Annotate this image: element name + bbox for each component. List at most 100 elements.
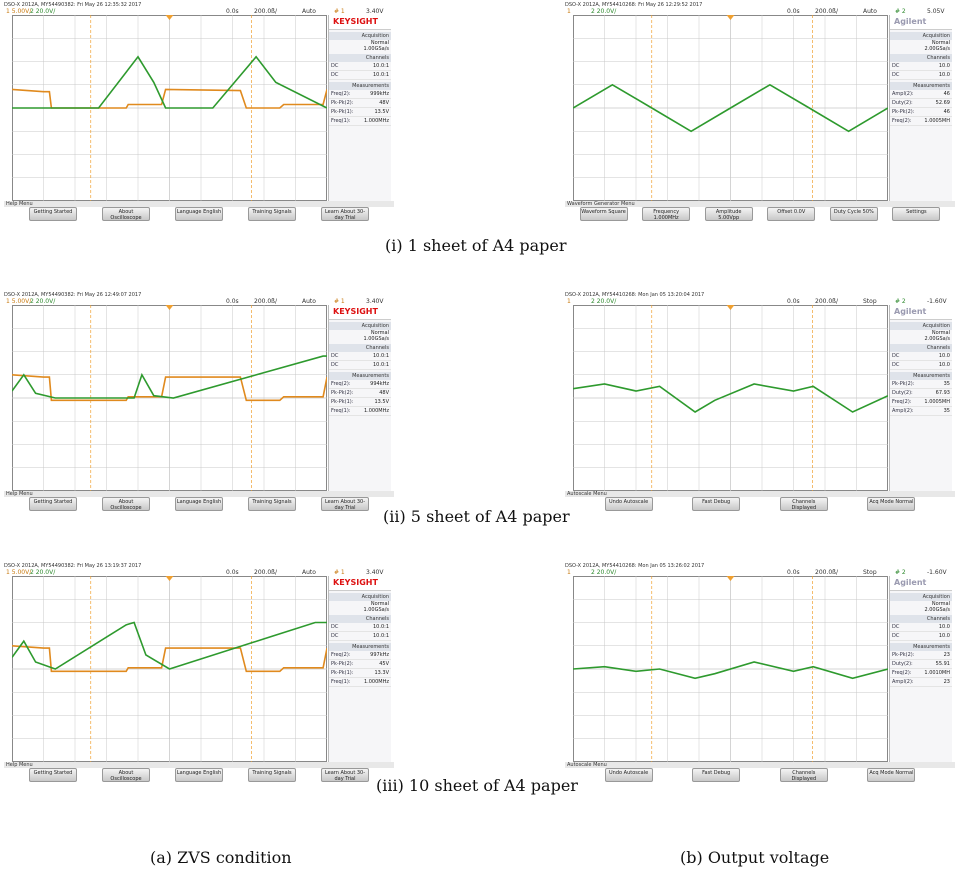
caption-row1: (i) 1 sheet of A4 paper <box>385 236 567 255</box>
trigger-channel: # 2 <box>895 8 906 15</box>
channel-2-ratio: 10.0 <box>938 72 950 78</box>
measurement-value: 45V <box>379 661 389 667</box>
softkey-button[interactable]: Duty Cycle 50% <box>829 207 878 221</box>
scope-status-bar: 1 5.00V/2 20.0V/0.0s 200.0ß/Auto # 1 3.40V <box>4 569 399 576</box>
softkey-button[interactable]: Learn About 30-day Trial <box>321 768 369 782</box>
measurements-header: Measurements <box>890 82 952 90</box>
measurement-value: 48V <box>379 100 389 106</box>
softkey-menu-title: Help Menu <box>4 491 394 497</box>
scope-graticule <box>12 576 327 762</box>
scope-trace-plot <box>573 576 888 762</box>
oscilloscope-panel-4: DSO-X 2012A, MY54410268: Mon Jan 05 13:2… <box>565 292 960 511</box>
measurement-row: Pk-Pk(2): 48V <box>329 99 391 108</box>
measurement-label: Duty(2): <box>892 100 913 106</box>
trigger-mode: Auto <box>302 298 316 305</box>
softkey-button[interactable]: Fast Debug <box>692 768 741 782</box>
measurement-value: 1.000MHz <box>363 118 389 124</box>
brand-logo: KEYSIGHT <box>329 305 391 320</box>
scope-header: DSO-X 2012A, MY54490382: Fri May 26 13:1… <box>4 563 142 569</box>
delay: 0.0s <box>787 569 800 576</box>
softkey-button[interactable]: Language English <box>175 207 223 221</box>
measurement-value: 35 <box>943 381 950 387</box>
timebase: 200.0ß/ <box>815 298 838 305</box>
scope-trace-plot <box>573 15 888 201</box>
softkey-button[interactable]: Language English <box>175 768 223 782</box>
measurements-header: Measurements <box>329 372 391 380</box>
scope-graticule <box>573 305 888 491</box>
softkey-button[interactable]: Settings <box>892 207 941 221</box>
softkey-button[interactable]: Getting Started <box>29 497 77 511</box>
trigger-channel: # 1 <box>334 569 345 576</box>
trace-ch2 <box>12 621 327 670</box>
measurement-row: Ampl(2): 46 <box>890 90 952 99</box>
softkey-button[interactable]: Offset 0.0V <box>767 207 816 221</box>
softkey-button[interactable]: Getting Started <box>29 207 77 221</box>
measurement-label: Pk-Pk(2): <box>892 109 915 115</box>
softkey-button[interactable]: Language English <box>175 497 223 511</box>
measurement-label: Ampl(2): <box>892 91 914 97</box>
softkey-button[interactable]: Fast Debug <box>692 497 741 511</box>
measurement-label: Freq(2): <box>331 381 351 387</box>
softkey-row: Getting Started About Oscilloscope Languag… <box>4 497 394 512</box>
softkey-button[interactable]: Frequency 1.000MHz <box>642 207 691 221</box>
softkey-button[interactable]: Training Signals <box>248 207 296 221</box>
acquisition-header: Acquisition <box>890 322 952 330</box>
channels-header: Channels <box>890 54 952 62</box>
acquisition-mode: Normal <box>931 601 950 607</box>
measurement-value: 1.0005MH <box>924 118 950 124</box>
softkey-button[interactable]: Acq Mode Normal <box>867 768 916 782</box>
softkey-button[interactable]: Learn About 30-day Trial <box>321 207 369 221</box>
channel-2-coupling: DC <box>892 72 900 78</box>
softkey-button[interactable]: Learn About 30-day Trial <box>321 497 369 511</box>
softkey-button[interactable]: About Oscilloscope <box>102 207 150 221</box>
channels-header: Channels <box>890 344 952 352</box>
trigger-position-marker <box>165 305 174 310</box>
acquisition-rate: 2.00GSa/s <box>924 336 950 342</box>
channel-2-probe: DC 10.0 <box>890 632 952 641</box>
trace-ch1 <box>12 374 327 402</box>
measurement-label: Ampl(2): <box>892 408 914 414</box>
softkey-button[interactable]: Amplitude 5.00Vpp <box>704 207 753 221</box>
softkey-button[interactable]: Waveform Square <box>579 207 628 221</box>
softkey-button[interactable]: Undo Autoscale <box>604 497 653 511</box>
scope-trace-plot <box>573 305 888 491</box>
softkey-button[interactable]: About Oscilloscope <box>102 768 150 782</box>
channel-2-probe: DC 10.0 <box>890 361 952 370</box>
channel-1-probe: DC 10.0:1 <box>329 623 391 632</box>
softkey-button[interactable]: Acq Mode Normal <box>867 497 916 511</box>
softkey-button[interactable]: About Oscilloscope <box>102 497 150 511</box>
oscilloscope-panel-6: DSO-X 2012A, MY54410268: Mon Jan 05 13:2… <box>565 563 960 782</box>
trace-ch2 <box>12 55 327 109</box>
caption-row2: (ii) 5 sheet of A4 paper <box>383 507 570 526</box>
softkey-row: Waveform Square Frequency 1.000MHz Amplitu… <box>565 207 955 222</box>
measurement-value: 67.93 <box>935 390 950 396</box>
measurement-value: 13.3V <box>374 670 389 676</box>
scope-graticule <box>12 305 327 491</box>
channel-1-probe: DC 10.0:1 <box>329 62 391 71</box>
softkey-button[interactable]: Channels Displayed <box>779 768 828 782</box>
measurement-row: Pk-Pk(1): 13.5V <box>329 108 391 117</box>
channel-2-coupling: DC <box>331 362 339 368</box>
softkey-button[interactable]: Getting Started <box>29 768 77 782</box>
delay: 0.0s <box>226 569 239 576</box>
scope-status-bar: 1 5.00V/2 20.0V/0.0s 200.0ß/Auto # 1 3.40V <box>4 298 399 305</box>
measurement-label: Freq(2): <box>892 670 912 676</box>
channel-1-coupling: DC <box>892 624 900 630</box>
timebase: 200.0ß/ <box>815 569 838 576</box>
acquisition-mode: Normal <box>370 601 389 607</box>
measurement-row: Pk-Pk(2): 23 <box>890 651 952 660</box>
measurement-row: Pk-Pk(2): 45V <box>329 660 391 669</box>
measurement-label: Pk-Pk(1): <box>331 109 354 115</box>
measurement-row: Freq(2): 1.0010MH <box>890 669 952 678</box>
softkey-button[interactable]: Undo Autoscale <box>604 768 653 782</box>
measurement-value: 23 <box>943 679 950 685</box>
softkey-button[interactable]: Training Signals <box>248 768 296 782</box>
softkey-button[interactable]: Training Signals <box>248 497 296 511</box>
trigger-mode: Auto <box>863 8 877 15</box>
scope-header: DSO-X 2012A, MY54410268: Fri May 26 12:2… <box>565 2 703 8</box>
softkey-menu-title: Autoscale Menu <box>565 491 955 497</box>
measurement-row: Freq(2): 999kHz <box>329 90 391 99</box>
softkey-button[interactable]: Channels Displayed <box>779 497 828 511</box>
measurement-row: Freq(1): 1.000MHz <box>329 678 391 687</box>
channel-2-probe: DC 10.0:1 <box>329 632 391 641</box>
